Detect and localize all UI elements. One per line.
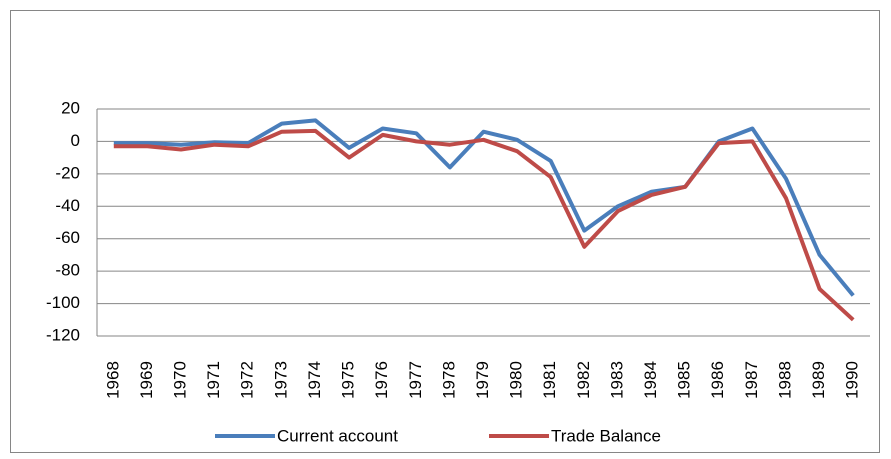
x-tick-label: 1982 [574, 361, 593, 399]
x-tick-label: 1990 [843, 361, 862, 399]
x-tick-label: 1980 [507, 361, 526, 399]
y-tick-label: 0 [71, 131, 80, 150]
y-tick-label: -120 [46, 325, 80, 344]
x-tick-label: 1987 [742, 361, 761, 399]
x-tick-label: 1972 [238, 361, 257, 399]
x-tick-label: 1971 [204, 361, 223, 399]
y-tick-label: -60 [55, 228, 80, 247]
y-tick-label: 20 [61, 98, 80, 117]
legend-label: Trade Balance [551, 426, 661, 445]
x-tick-label: 1984 [641, 361, 660, 399]
y-tick-label: -20 [55, 163, 80, 182]
y-tick-label: -100 [46, 293, 80, 312]
x-tick-label: 1986 [708, 361, 727, 399]
y-tick-label: -80 [55, 261, 80, 280]
series-line [113, 118, 855, 297]
x-tick-label: 1985 [675, 361, 694, 399]
series-line [113, 128, 855, 322]
legend-label: Current account [277, 426, 398, 445]
x-tick-label: 1978 [439, 361, 458, 399]
x-tick-label: 1975 [339, 361, 358, 399]
x-tick-label: 1969 [137, 361, 156, 399]
y-tick-label: -40 [55, 196, 80, 215]
x-tick-label: 1977 [406, 361, 425, 399]
x-tick-label: 1981 [540, 361, 559, 399]
x-tick-label: 1968 [103, 361, 122, 399]
x-tick-label: 1983 [607, 361, 626, 399]
x-tick-label: 1976 [372, 361, 391, 399]
x-tick-label: 1973 [271, 361, 290, 399]
x-tick-label: 1989 [809, 361, 828, 399]
x-tick-label: 1974 [305, 361, 324, 399]
x-tick-label: 1970 [171, 361, 190, 399]
x-tick-label: 1988 [775, 361, 794, 399]
chart-frame [10, 10, 880, 453]
x-tick-label: 1979 [473, 361, 492, 399]
